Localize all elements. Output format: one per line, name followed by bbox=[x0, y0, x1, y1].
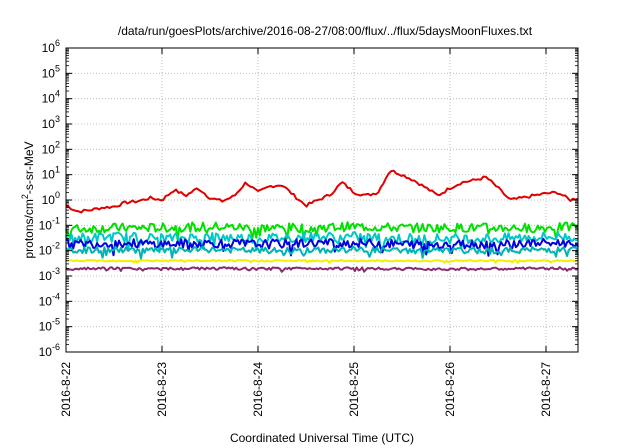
series-line-6 bbox=[65, 266, 579, 273]
y-tick-label: 106 bbox=[42, 38, 60, 55]
y-tick-label: 10-5 bbox=[39, 317, 60, 334]
series-line-3 bbox=[65, 237, 579, 257]
series-line-4 bbox=[65, 245, 579, 260]
y-tick-label: 10-3 bbox=[39, 266, 60, 283]
series-line-5 bbox=[65, 259, 579, 264]
y-tick-labels: 106 105 104 103 102 101 100 10-1 10-2 10-3 10-4 10-… bbox=[39, 38, 578, 359]
data-series bbox=[65, 169, 579, 273]
y-tick-label: 102 bbox=[42, 139, 60, 156]
x-tick-labels: 2016-8-22 2016-8-23 2016-8-24 2016-8-25 2016… bbox=[59, 48, 553, 417]
y-tick-label: 103 bbox=[42, 114, 60, 131]
x-tick-label: 2016-8-22 bbox=[59, 362, 73, 417]
x-tick-label: 2016-8-26 bbox=[443, 362, 457, 417]
y-tick-label: 105 bbox=[42, 63, 60, 80]
x-axis-label: Coordinated Universal Time (UTC) bbox=[230, 431, 414, 445]
series-line-2 bbox=[65, 231, 579, 254]
y-tick-label: 101 bbox=[42, 165, 60, 182]
series-line-1 bbox=[65, 221, 579, 242]
y-tick-label: 10-1 bbox=[39, 215, 60, 232]
y-tick-label: 104 bbox=[42, 89, 60, 106]
chart-title: /data/run/goesPlots/archive/2016-08-27/0… bbox=[118, 24, 533, 38]
x-tick-label: 2016-8-23 bbox=[155, 362, 169, 417]
series-line-0 bbox=[65, 169, 579, 214]
x-tick-label: 2016-8-27 bbox=[539, 362, 553, 417]
y-tick-label: 10-2 bbox=[39, 241, 60, 258]
x-tick-label: 2016-8-24 bbox=[251, 362, 265, 417]
x-tick-label: 2016-8-25 bbox=[347, 362, 361, 417]
y-axis-label: protons/cm2-s-sr-MeV bbox=[20, 141, 36, 258]
y-tick-label: 10-6 bbox=[39, 342, 60, 359]
y-tick-label: 100 bbox=[42, 190, 60, 207]
y-tick-label: 10-4 bbox=[39, 291, 60, 308]
